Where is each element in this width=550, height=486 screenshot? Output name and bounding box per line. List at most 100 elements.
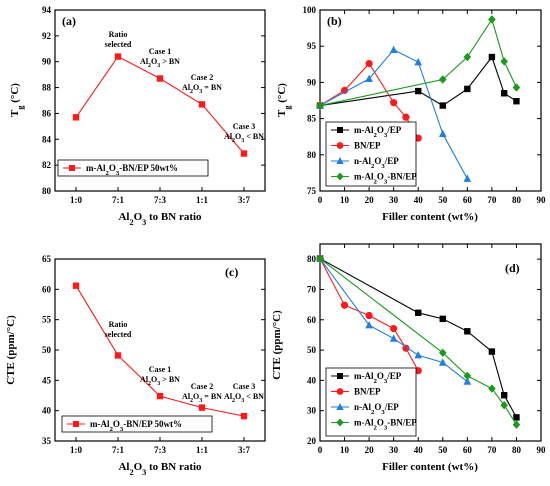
panel-label: (b) — [327, 14, 342, 28]
x-tick-label: 10 — [340, 195, 350, 205]
series-line-0 — [75, 55, 245, 154]
legend-label: m-Al2O3/EP — [354, 125, 402, 139]
x-tick-label: 40 — [414, 445, 424, 455]
x-tick-label: 7:3 — [154, 445, 166, 455]
x-tick-label: 0 — [318, 445, 323, 455]
x-tick-label: 1:0 — [70, 195, 82, 205]
x-tick-label: 3:7 — [238, 195, 250, 205]
legend-marker — [337, 127, 343, 133]
y-tick-label: 80 — [307, 150, 317, 160]
data-point — [463, 174, 472, 182]
data-point — [463, 377, 472, 385]
annotation-text: Al2O3 = BN — [182, 83, 222, 95]
y-axis-label: CTE (ppm/°C) — [271, 310, 283, 380]
series-line-2 — [319, 258, 468, 383]
panel-a: 80 82 84 86 88 90 92 94 1:0 7:1 7:3 1:1 3:7 Al2O3 to … — [9, 5, 266, 227]
x-tick-label: 60 — [463, 195, 473, 205]
panel-label: (c) — [225, 265, 238, 279]
y-tick-label: 92 — [42, 31, 52, 41]
data-point — [390, 324, 398, 333]
data-point — [414, 351, 423, 359]
legend-box — [57, 159, 209, 177]
data-point — [500, 57, 508, 66]
x-tick-label: 20 — [365, 445, 375, 455]
x-tick-label: 1:1 — [196, 195, 208, 205]
data-point — [464, 328, 471, 335]
y-tick-label: 45 — [42, 375, 52, 385]
data-point — [365, 311, 373, 320]
annotation-text: Al2O3 < BN — [224, 392, 264, 404]
legend-label: m-Al2O3-BN/EP — [354, 418, 417, 432]
data-point — [240, 412, 248, 420]
legend-marker — [336, 388, 344, 395]
y-tick-label: 60 — [307, 315, 317, 325]
data-point — [389, 45, 398, 54]
y-tick-label: 55 — [42, 315, 52, 325]
y-tick-label: 80 — [42, 186, 52, 196]
data-point — [365, 59, 373, 68]
data-point — [512, 420, 521, 429]
y-axis-label: Tg (°C) — [276, 83, 292, 117]
legend-marker — [73, 421, 79, 427]
data-point — [438, 129, 447, 138]
data-point — [414, 57, 423, 66]
data-point — [114, 53, 122, 60]
y-tick-label: 94 — [42, 5, 52, 15]
y-axis-label: Tg (°C) — [9, 83, 25, 117]
x-tick-label: 70 — [487, 195, 497, 205]
y-tick-label: 30 — [307, 406, 317, 416]
data-point — [316, 254, 324, 263]
y-tick-label: 90 — [307, 77, 317, 87]
legend-label: n-Al2O3/EP — [354, 402, 399, 416]
data-point — [389, 334, 398, 342]
annotation-text: Case 2 — [191, 382, 213, 391]
data-point — [414, 134, 422, 142]
legend-marker — [336, 172, 344, 181]
x-axis-label: Filler content (wt%) — [382, 461, 478, 473]
x-tick-label: 30 — [389, 195, 399, 205]
y-tick-label: 35 — [42, 436, 52, 446]
data-point — [415, 309, 422, 316]
annotation-text: Case 1 — [149, 47, 171, 56]
data-point — [439, 102, 446, 109]
data-point — [414, 367, 422, 375]
x-tick-label: 10 — [340, 445, 350, 455]
data-point — [198, 404, 206, 411]
data-point — [438, 358, 447, 366]
legend-label: BN/EP — [354, 387, 381, 397]
x-tick-label: 7:1 — [112, 445, 124, 455]
y-tick-label: 90 — [42, 57, 52, 67]
data-point — [439, 315, 446, 323]
annotation-text: selected — [105, 40, 132, 49]
annotation-text: selected — [105, 330, 132, 339]
y-tick-label: 65 — [42, 254, 52, 264]
data-point — [240, 150, 248, 157]
legend: m-Al2O3-BN/EP 50wt% — [61, 415, 213, 433]
x-tick-label: 3:7 — [238, 445, 250, 455]
panel-c: 35 40 45 50 55 60 65 1:0 7:1 7:3 1:1 3:7 Al2O3 to BN… — [5, 254, 266, 477]
y-tick-label: 50 — [307, 345, 317, 355]
legend-label: n-Al2O3/EP — [354, 156, 399, 170]
y-tick-label: 85 — [307, 114, 317, 124]
annotation-text: Ratio — [109, 30, 128, 39]
data-point — [340, 301, 349, 309]
panel-b: 75 80 85 90 95 100 0 10 20 30 40 50 60 70 80 90 Filler c… — [276, 5, 546, 223]
data-point — [463, 52, 472, 62]
x-tick-label: 1:1 — [196, 445, 208, 455]
data-point — [156, 75, 164, 82]
data-point — [402, 344, 410, 352]
legend-marker — [336, 418, 344, 427]
series-line-1 — [319, 62, 419, 139]
y-tick-label: 95 — [307, 41, 317, 51]
y-tick-label: 86 — [42, 108, 52, 118]
data-point — [316, 101, 324, 110]
y-tick-label: 50 — [42, 345, 52, 355]
y-tick-label: 82 — [42, 160, 52, 170]
data-point — [438, 348, 447, 358]
x-tick-label: 7:3 — [154, 195, 166, 205]
data-point — [365, 321, 373, 329]
data-point — [488, 53, 496, 61]
y-tick-label: 70 — [307, 284, 317, 294]
annotation-text: Case 3 — [233, 382, 255, 391]
